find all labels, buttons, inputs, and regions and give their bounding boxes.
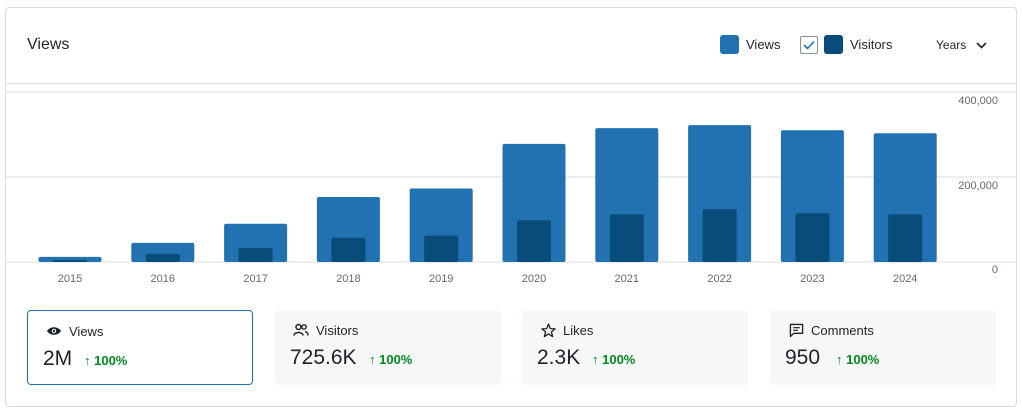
- comment-icon: [788, 322, 804, 338]
- visitors-bar: [795, 213, 830, 262]
- visitors-bar: [145, 253, 180, 262]
- stats-card: Views Views Visitors Years 0 200,000 400,0…: [5, 7, 1017, 407]
- x-tick-label: 2016: [151, 273, 175, 285]
- bar-chart: 0 200,000 400,000 2015 2016 2017 2018 2019 2020 2…: [6, 91, 1016, 285]
- stat-tile-comments[interactable]: Comments 950 ↑ 100%: [770, 310, 996, 385]
- stat-label: Comments: [811, 322, 874, 338]
- visitors-bar: [424, 235, 459, 262]
- visitors-bar: [331, 237, 366, 262]
- legend-views: Views: [720, 35, 780, 54]
- visitors-checkbox[interactable]: [800, 35, 818, 54]
- stat-change: ↑ 100%: [369, 352, 413, 367]
- chevron-down-icon: [976, 41, 987, 49]
- legend-visitors-label: Visitors: [850, 37, 893, 52]
- x-tick-label: 2019: [429, 273, 453, 285]
- people-icon: [293, 322, 309, 338]
- visitors-bar: [238, 247, 273, 262]
- stat-tile-views[interactable]: Views 2M ↑ 100%: [27, 310, 253, 385]
- y-tick-label: 200,000: [958, 180, 998, 192]
- stat-label: Likes: [563, 322, 594, 338]
- stat-label: Visitors: [316, 322, 359, 338]
- eye-icon: [46, 323, 62, 339]
- stat-value: 950: [785, 346, 821, 369]
- visitors-bar: [53, 259, 87, 262]
- stat-tile-visitors[interactable]: Visitors 725.6K ↑ 100%: [275, 310, 501, 385]
- stat-value: 725.6K: [290, 346, 357, 369]
- y-tick-label: 0: [992, 264, 998, 276]
- stat-value: 2.3K: [537, 346, 581, 369]
- period-select-label: Years: [936, 38, 967, 52]
- views-chart: 0 200,000 400,000 2015 2016 2017 2018 2019 2020 2…: [6, 84, 1016, 299]
- x-tick-label: 2015: [58, 273, 82, 285]
- card-title: Views: [27, 36, 70, 53]
- visitors-bar: [888, 214, 923, 262]
- stats-tiles: Views 2M ↑ 100% Visitors 725.6K ↑ 100% L…: [27, 310, 997, 386]
- x-tick-label: 2020: [522, 273, 546, 285]
- visitors-swatch: [824, 35, 843, 54]
- stat-change: ↑ 100%: [84, 353, 128, 368]
- card-header: Views Views Visitors Years: [6, 8, 1016, 84]
- x-tick-label: 2024: [893, 273, 917, 285]
- checkmark-icon: [803, 40, 815, 50]
- visitors-bar: [609, 214, 644, 262]
- stat-change: ↑ 100%: [592, 352, 636, 367]
- x-tick-label: 2022: [707, 273, 731, 285]
- views-swatch: [720, 35, 739, 54]
- stat-value: 2M: [43, 347, 73, 370]
- stat-tile-likes[interactable]: Likes 2.3K ↑ 100%: [522, 310, 748, 385]
- x-tick-label: 2017: [243, 273, 267, 285]
- x-tick-label: 2023: [800, 273, 824, 285]
- x-tick-label: 2021: [615, 273, 639, 285]
- star-icon: [540, 322, 556, 338]
- stat-label: Views: [69, 323, 104, 339]
- visitors-bar: [517, 220, 551, 262]
- stat-change: ↑ 100%: [836, 352, 880, 367]
- legend-visitors[interactable]: Visitors: [800, 35, 892, 54]
- legend-views-label: Views: [746, 37, 781, 52]
- period-select[interactable]: Years: [936, 38, 987, 52]
- visitors-bar: [702, 209, 737, 262]
- x-tick-label: 2018: [336, 273, 360, 285]
- y-tick-label: 400,000: [958, 95, 998, 107]
